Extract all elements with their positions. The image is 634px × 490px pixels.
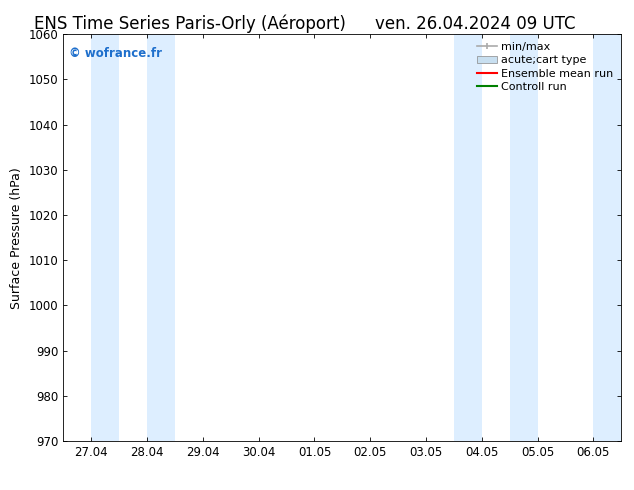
Bar xyxy=(91,34,119,441)
Bar xyxy=(147,34,175,441)
Legend: min/max, acute;cart type, Ensemble mean run, Controll run: min/max, acute;cart type, Ensemble mean … xyxy=(475,40,616,94)
Text: ven. 26.04.2024 09 UTC: ven. 26.04.2024 09 UTC xyxy=(375,15,576,33)
Bar xyxy=(593,34,621,441)
Bar xyxy=(454,34,482,441)
Bar xyxy=(510,34,538,441)
Text: ENS Time Series Paris-Orly (Aéroport): ENS Time Series Paris-Orly (Aéroport) xyxy=(34,15,346,33)
Y-axis label: Surface Pressure (hPa): Surface Pressure (hPa) xyxy=(10,167,23,309)
Text: © wofrance.fr: © wofrance.fr xyxy=(69,47,162,59)
